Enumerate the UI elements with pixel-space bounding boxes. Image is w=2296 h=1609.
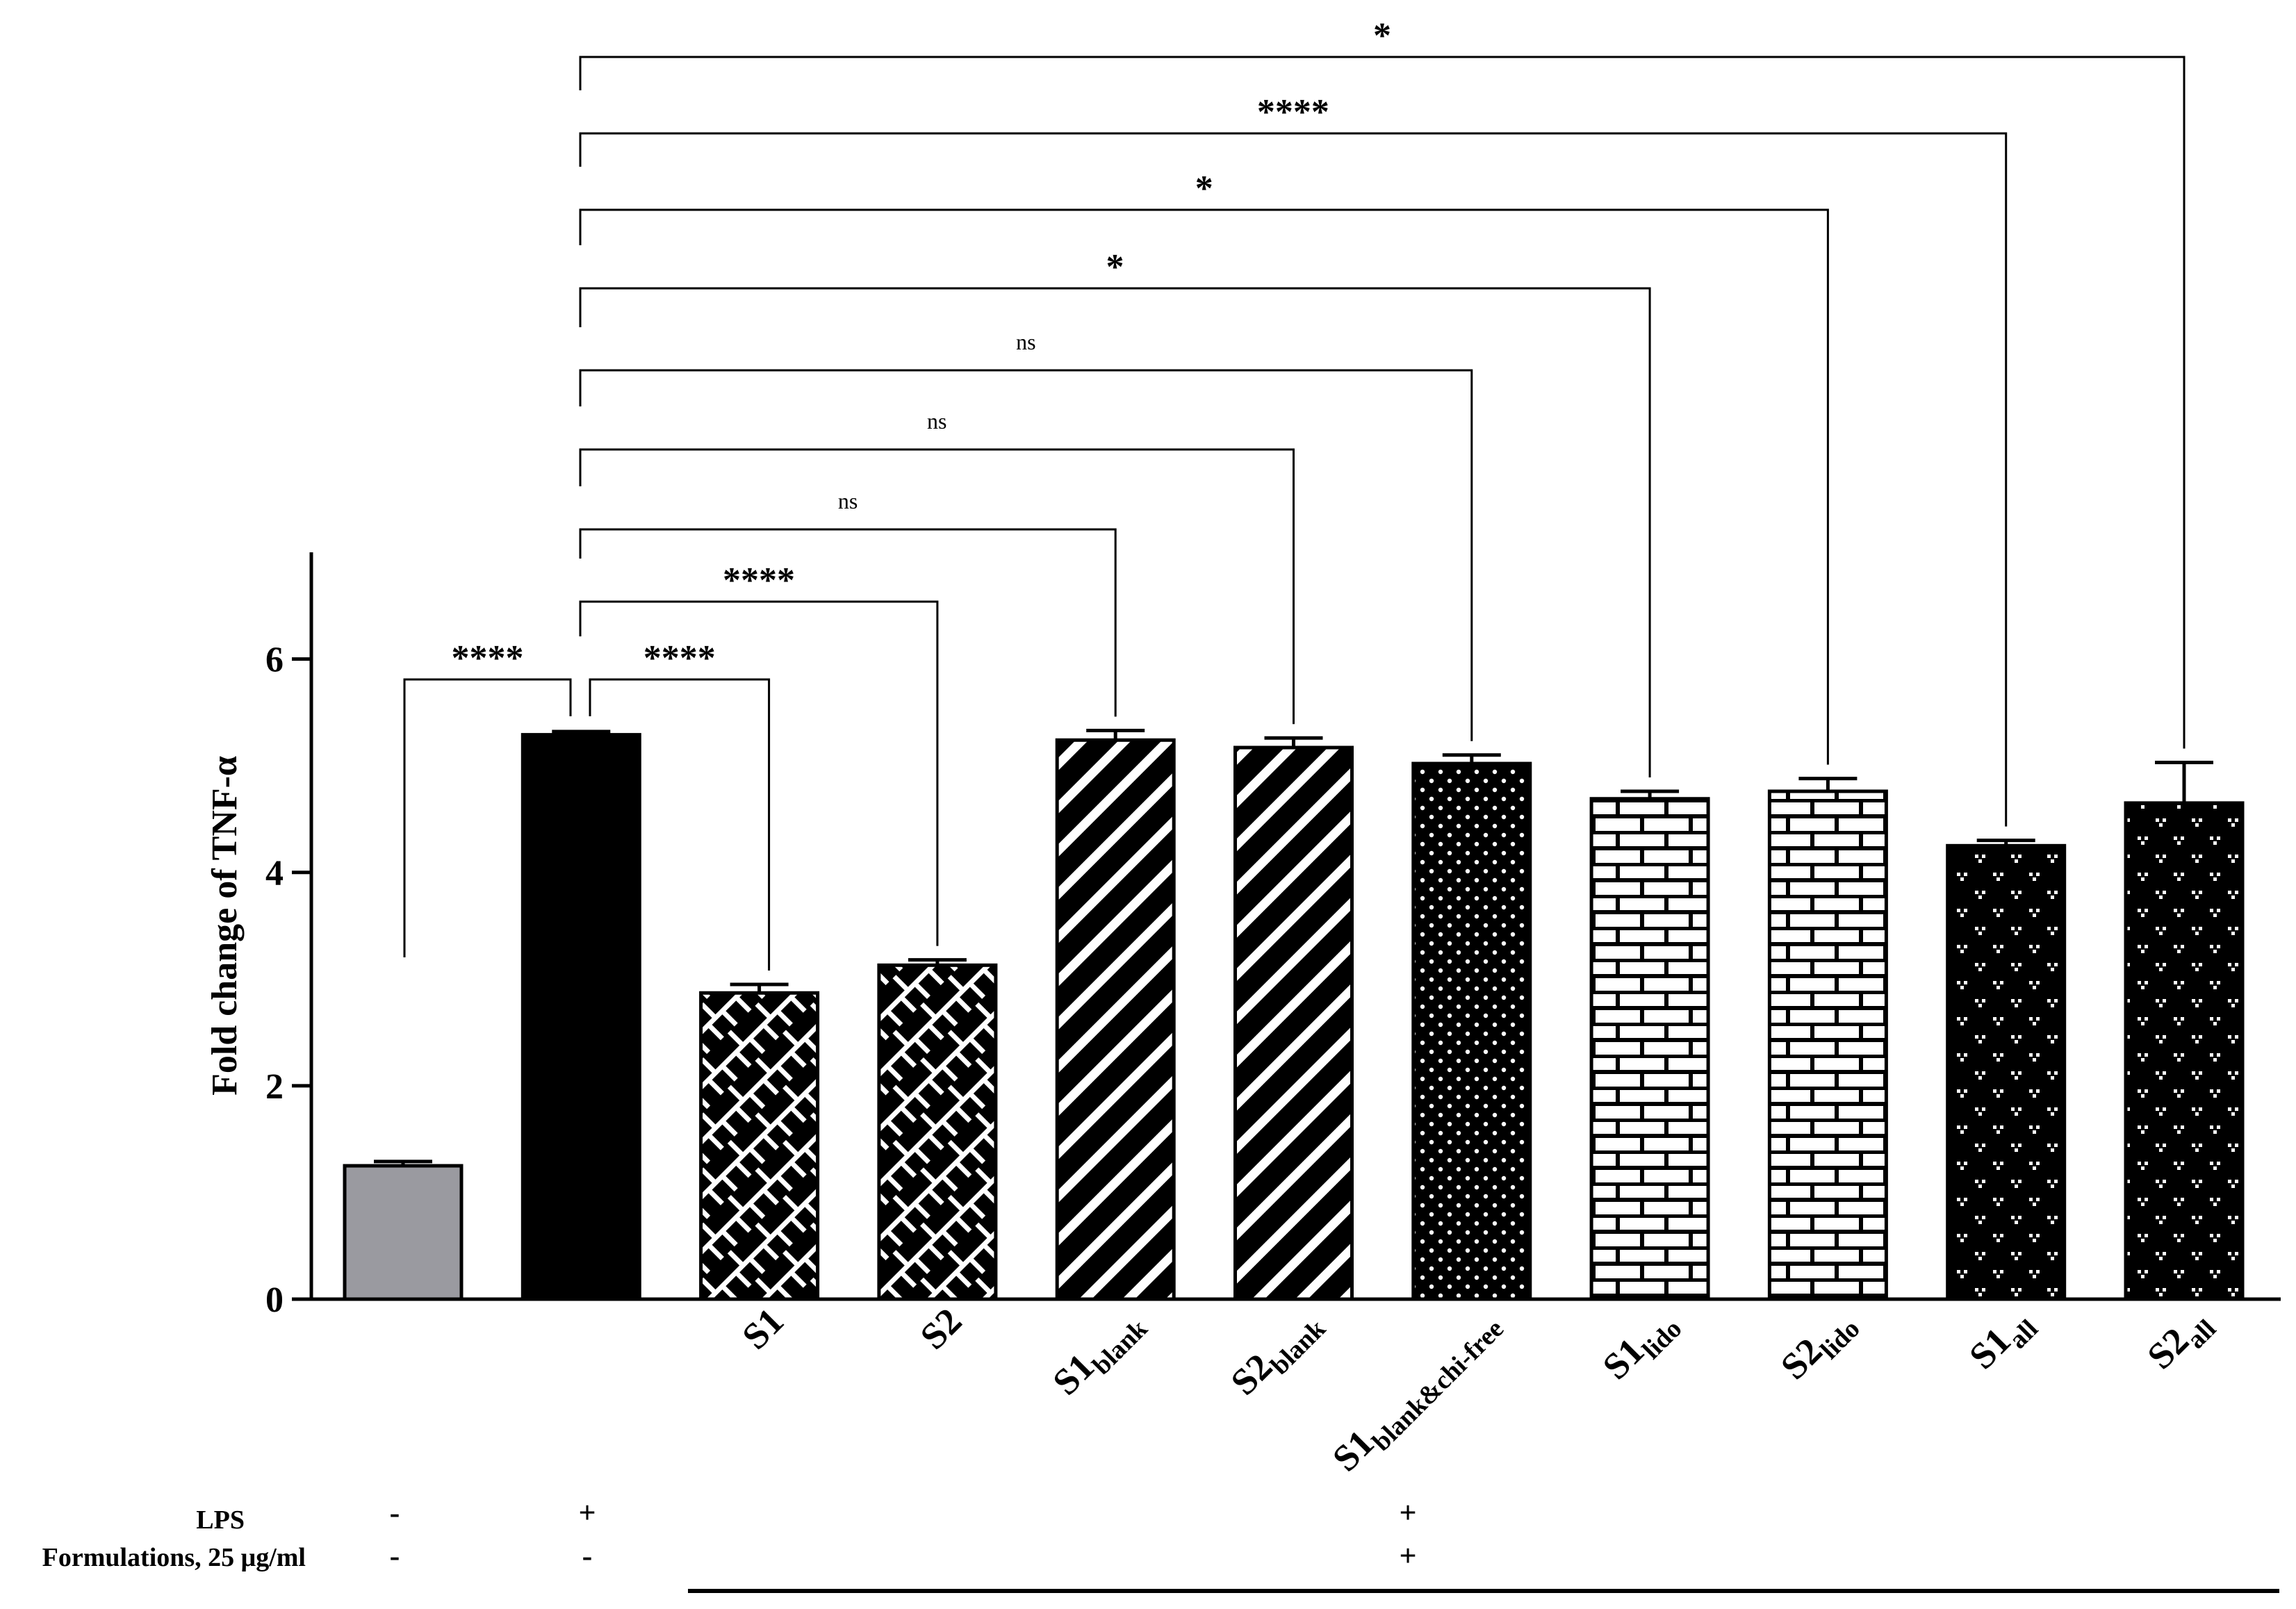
x-tick-label: S1lido	[1595, 1300, 1688, 1393]
bar-group	[2124, 761, 2245, 1301]
significance-label: ****	[723, 561, 795, 600]
significance-label: ****	[452, 638, 524, 678]
significance-bracket: ****	[403, 638, 572, 958]
x-tick-label: S1blank	[1044, 1299, 1154, 1408]
condition-value: +	[1399, 1496, 1416, 1530]
x-tick-label-main: S2	[912, 1300, 970, 1358]
significance-bracket: ****	[579, 92, 2008, 827]
x-tick-label: S2blank	[1222, 1299, 1331, 1408]
bar	[1411, 761, 1532, 1301]
significance-label: ns	[1016, 329, 1035, 354]
y-axis-title: Fold change of TNF-α	[205, 756, 245, 1096]
bar-group	[1946, 839, 2067, 1301]
bar	[877, 963, 998, 1301]
significance-label: *	[1106, 247, 1124, 287]
bar-group	[877, 958, 998, 1301]
bar-group	[1233, 736, 1354, 1301]
condition-value: +	[578, 1496, 596, 1530]
bracket-line	[579, 600, 939, 946]
significance-bracket: ****	[589, 638, 771, 971]
significance-label: ns	[927, 409, 946, 434]
bracket-line	[579, 287, 1651, 777]
bar-group	[343, 1160, 464, 1301]
bracket-line	[403, 678, 572, 958]
bar	[1589, 797, 1710, 1301]
bar	[343, 1164, 464, 1301]
condition-value: -	[582, 1539, 593, 1573]
significance-label: ****	[643, 638, 716, 678]
y-axis: 0 2 4 6 Fold change of TNF-α	[205, 552, 2281, 1320]
bar	[1055, 738, 1176, 1301]
x-tick-label: S1blank&chi-free	[1325, 1300, 1509, 1485]
x-tick-label: S1	[734, 1300, 792, 1358]
bar-group	[1055, 728, 1176, 1301]
bar-group	[520, 729, 641, 1301]
bracket-line	[579, 56, 2186, 749]
condition-table: LPS - + + Formulations, 25 μg/ml - - +	[42, 1496, 2279, 1593]
significance-label: *	[1195, 169, 1213, 208]
bar-group	[1589, 789, 1710, 1301]
condition-value: -	[390, 1539, 400, 1573]
bar	[1767, 789, 1888, 1301]
bracket-line	[579, 132, 2008, 827]
significance-bracket: ns	[579, 329, 1473, 741]
bracket-line	[579, 448, 1295, 725]
significance-bracket: *	[579, 169, 1829, 765]
bracket-line	[579, 369, 1473, 741]
x-tick-label-sub: blank	[1265, 1314, 1331, 1380]
bar	[2124, 801, 2245, 1301]
condition-row: Formulations, 25 μg/ml - - +	[42, 1539, 1417, 1573]
significance-label: ****	[1257, 92, 1329, 132]
y-tick-label: 2	[265, 1067, 284, 1107]
bar-group	[1411, 753, 1532, 1301]
x-tick-label: S2all	[2139, 1300, 2222, 1383]
bracket-line	[579, 208, 1829, 765]
bracket-line	[589, 678, 771, 971]
significance-label: ns	[838, 488, 858, 513]
condition-label: LPS	[196, 1505, 245, 1535]
x-tick-label-main: S1	[734, 1300, 792, 1358]
bars	[343, 728, 2245, 1301]
bracket-line	[579, 528, 1117, 717]
y-tick-label: 4	[265, 854, 284, 893]
condition-value: +	[1399, 1539, 1416, 1573]
significance-label: *	[1373, 16, 1391, 56]
x-tick-label-sub: blank	[1087, 1314, 1154, 1380]
bar-group	[1767, 777, 1888, 1301]
y-tick-label: 0	[265, 1280, 284, 1320]
x-tick-label: S1all	[1961, 1300, 2044, 1383]
significance-bracket: *	[579, 16, 2186, 749]
x-tick-label-sub: blank&chi-free	[1367, 1314, 1509, 1457]
condition-label: Formulations, 25 μg/ml	[42, 1543, 306, 1572]
bar	[1946, 843, 2067, 1301]
bar	[520, 733, 641, 1301]
significance-bracket: ns	[579, 409, 1295, 725]
bar	[1233, 745, 1354, 1301]
significance-bracket: *	[579, 247, 1651, 777]
x-tick-label: S2lido	[1773, 1300, 1866, 1393]
bar	[699, 991, 820, 1301]
x-tick-label: S2	[912, 1300, 970, 1358]
bar-group	[699, 982, 820, 1301]
y-tick-label: 6	[265, 641, 284, 680]
condition-row: LPS - + +	[196, 1496, 1416, 1535]
condition-value: -	[390, 1496, 400, 1530]
significance-bracket: ns	[579, 488, 1117, 717]
significance-bracket: ****	[579, 561, 939, 946]
